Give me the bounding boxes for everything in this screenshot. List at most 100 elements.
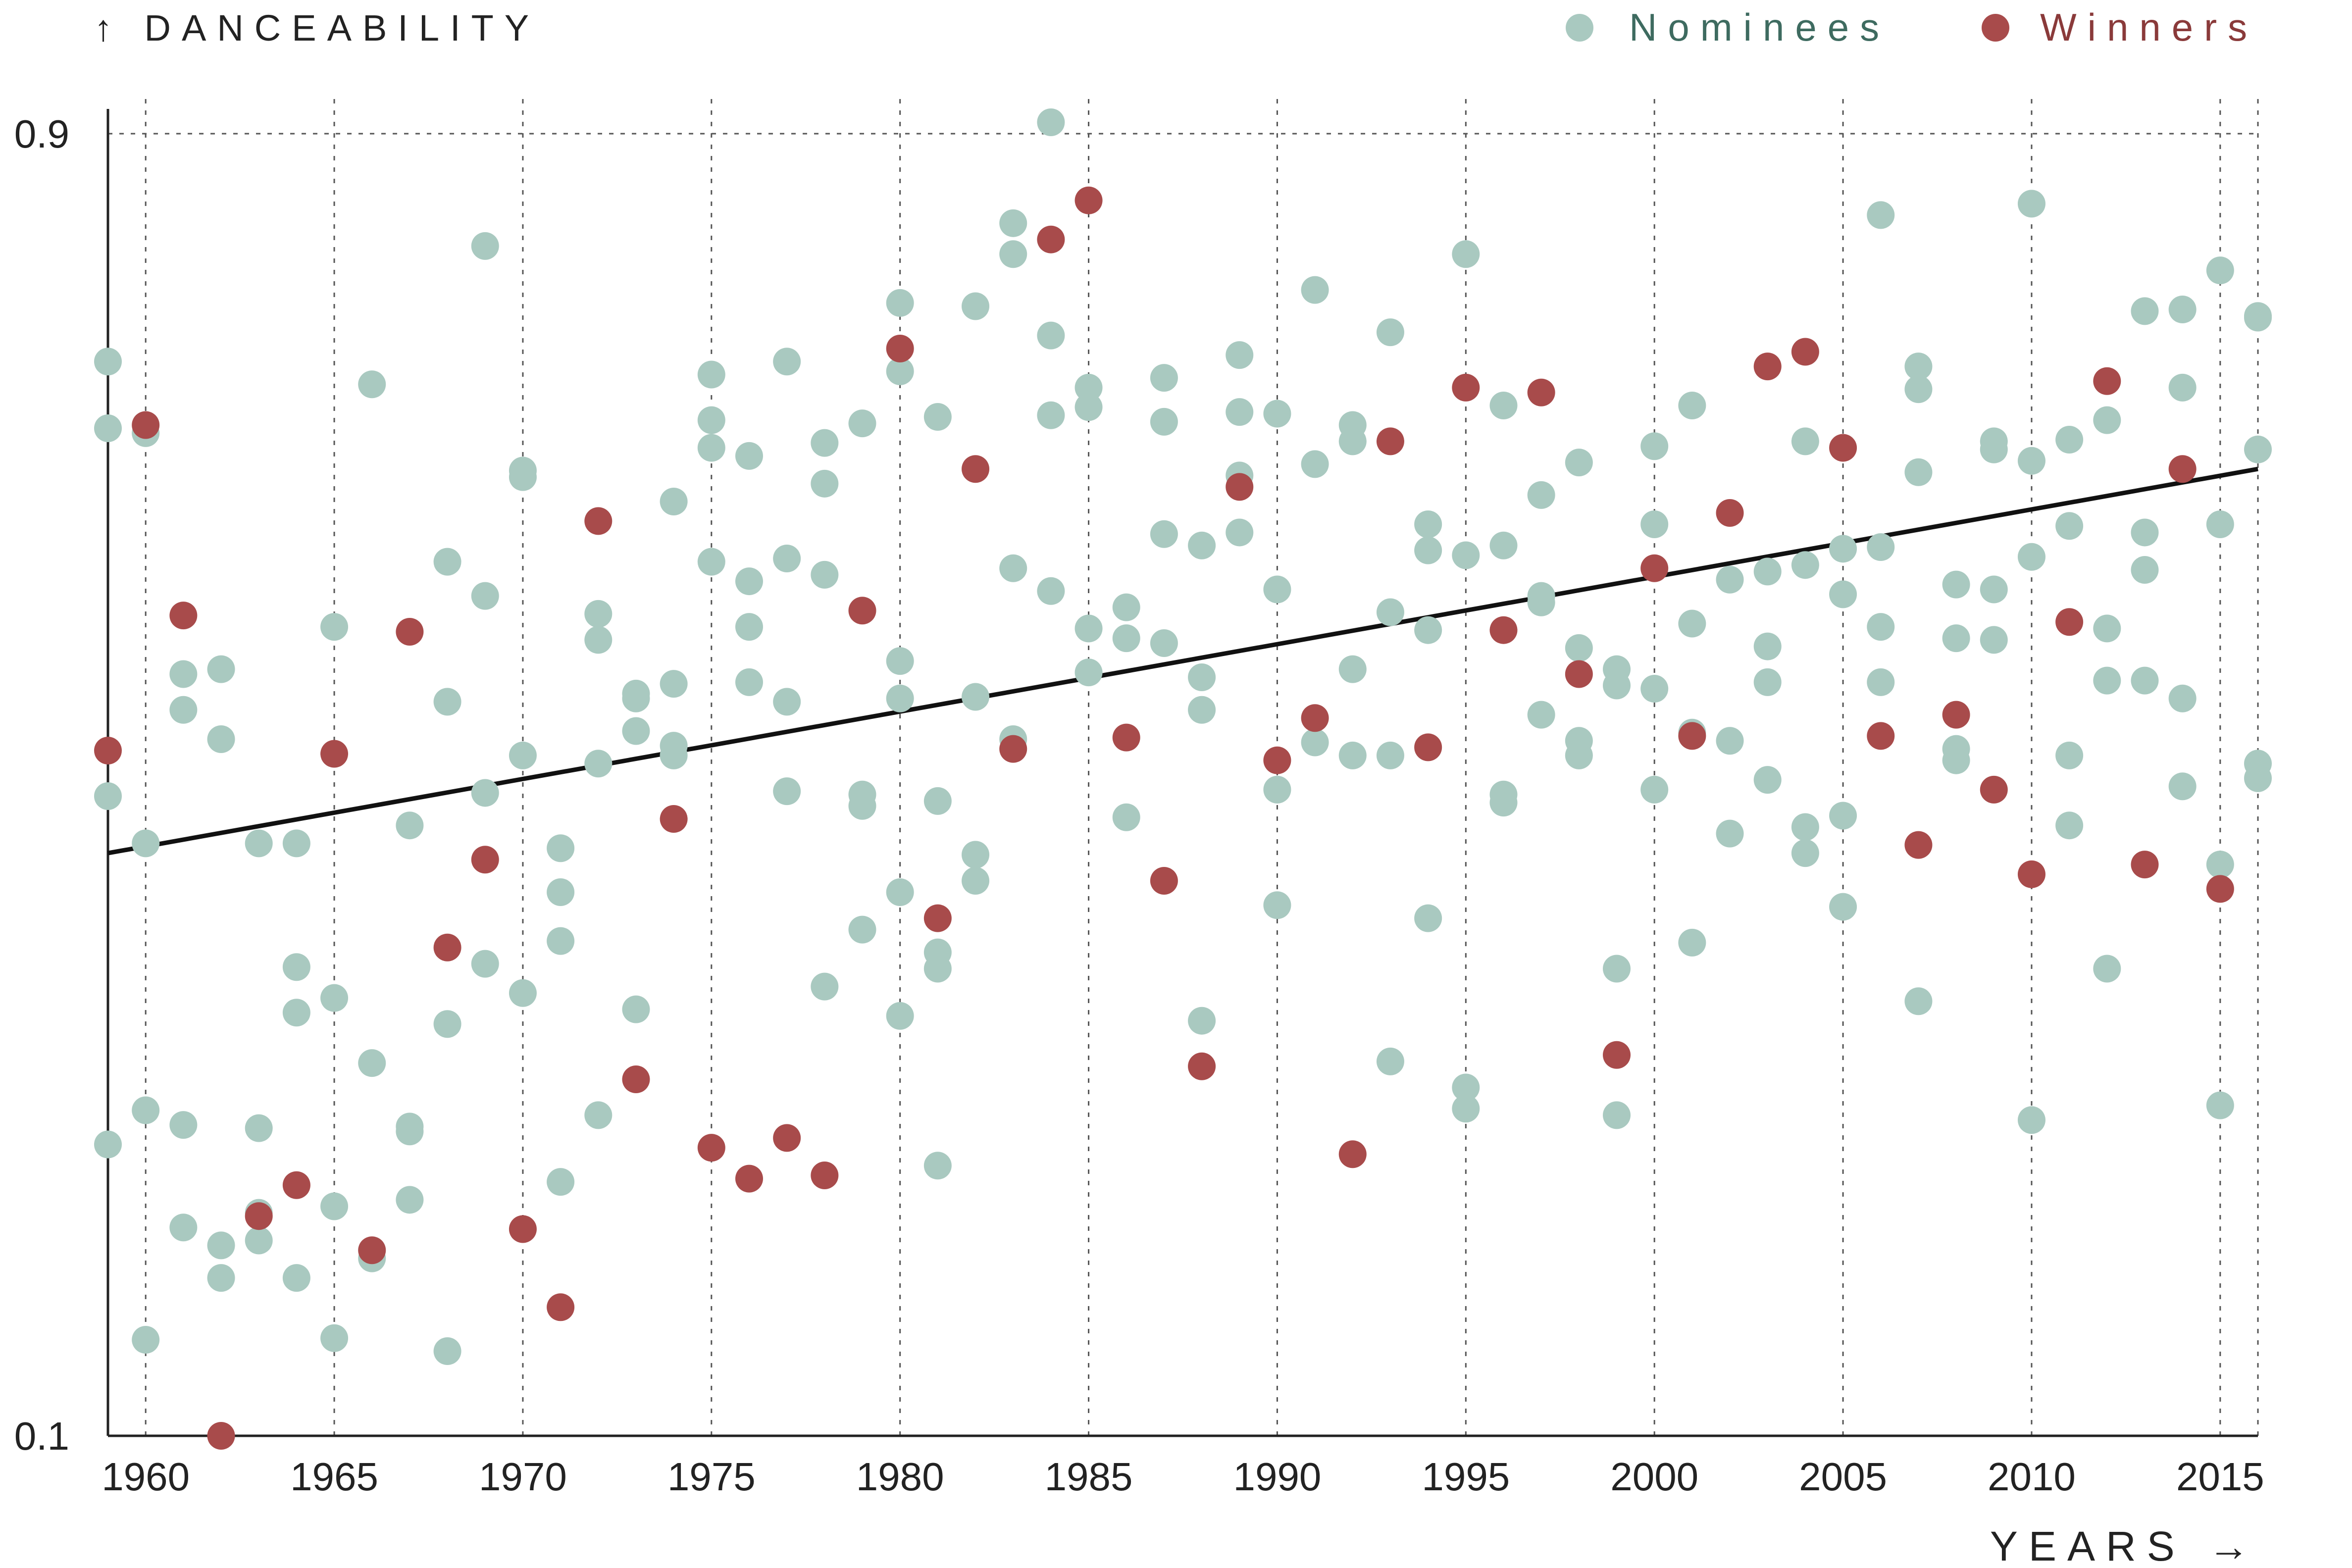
nominee-point	[1376, 741, 1404, 769]
nominee-point	[1338, 655, 1367, 683]
nominee-point	[962, 292, 990, 320]
winner-point	[1980, 775, 2008, 804]
x-tick-label-2005: 2005	[1799, 1455, 1887, 1499]
tick-labels: 1960 1965 1970 1975 1980 1985 1990 1995 2000 2005…	[14, 112, 2264, 1499]
nominee-point	[1037, 577, 1065, 605]
x-tick-label-1960: 1960	[102, 1455, 190, 1499]
nominee-point	[396, 811, 424, 840]
nominee-point	[1188, 1007, 1216, 1035]
nominee-point	[1678, 392, 1706, 420]
nominee-point	[2244, 303, 2272, 332]
nominee-point	[1112, 803, 1140, 831]
nominee-point	[962, 683, 990, 711]
nominee-point	[1263, 575, 1291, 604]
nominee-point	[471, 232, 499, 260]
winner-point	[1414, 733, 1442, 761]
nominee-point	[396, 1186, 424, 1214]
nominee-point	[358, 370, 386, 399]
nominee-point	[1640, 675, 1669, 703]
nominee-point	[433, 1010, 461, 1038]
nominee-point	[811, 972, 839, 1001]
winner-point	[1904, 831, 1933, 859]
nominee-point	[1338, 741, 1367, 769]
winner-point	[1489, 616, 1518, 644]
nominee-point	[1489, 392, 1518, 420]
winner-point	[1565, 660, 1593, 688]
nominee-point	[1942, 624, 1970, 653]
nominee-point	[2055, 512, 2084, 540]
winner-point	[1112, 723, 1140, 752]
nominee-point	[1791, 551, 1819, 579]
nominee-point	[1074, 614, 1103, 643]
winner-point	[1338, 1140, 1367, 1168]
x-tick-label-1985: 1985	[1045, 1455, 1133, 1499]
winner-point	[584, 507, 613, 535]
nominee-point	[169, 1214, 198, 1242]
x-axis-title: YEARS →	[1990, 1523, 2260, 1568]
nominee-point	[245, 1226, 273, 1255]
winner-point	[1037, 225, 1065, 253]
winner-point	[773, 1124, 801, 1152]
nominee-point	[584, 750, 613, 778]
nominee-point	[207, 1231, 235, 1260]
nominee-point	[2093, 406, 2121, 434]
nominee-point	[1527, 701, 1555, 729]
winner-point	[245, 1202, 273, 1230]
nominee-point	[132, 829, 160, 858]
nominee-point	[245, 829, 273, 858]
winner-point	[1527, 378, 1555, 406]
nominee-point	[2017, 1106, 2045, 1134]
nominee-point	[1414, 904, 1442, 932]
winner-point	[660, 805, 688, 833]
winner-point	[1301, 704, 1329, 732]
nominee-point	[886, 878, 914, 906]
nominee-point	[811, 560, 839, 589]
nominee-point	[547, 834, 575, 862]
nominee-point	[1037, 401, 1065, 429]
winner-point	[1640, 554, 1669, 582]
nominee-point	[1226, 341, 1254, 369]
nominee-point	[1037, 108, 1065, 136]
legend-marker-nominees	[1566, 14, 1593, 42]
nominee-point	[999, 240, 1027, 268]
axes	[106, 109, 2258, 1437]
nominee-point	[2168, 772, 2197, 801]
nominee-point	[1565, 741, 1593, 769]
winner-point	[1226, 473, 1254, 501]
nominee-point	[1565, 634, 1593, 662]
nominee-point	[622, 995, 650, 1023]
nominee-point	[773, 777, 801, 806]
nominee-point	[999, 209, 1027, 237]
nominee-point	[1376, 1047, 1404, 1075]
winner-point	[2093, 367, 2121, 395]
nominee-point	[547, 878, 575, 906]
nominee-point	[94, 782, 122, 810]
nominee-point	[1074, 393, 1103, 421]
nominee-point	[923, 1152, 952, 1180]
winner-point	[169, 602, 198, 630]
winner-point	[94, 736, 122, 764]
winner-point	[1753, 353, 1782, 381]
nominee-point	[282, 999, 310, 1027]
nominee-point	[923, 955, 952, 983]
nominee-point	[1226, 518, 1254, 547]
nominee-point	[2093, 666, 2121, 695]
nominee-point	[886, 684, 914, 712]
nominee-point	[282, 829, 310, 858]
nominee-point	[1716, 819, 1744, 848]
nominee-point	[584, 600, 613, 628]
winner-point	[1452, 373, 1480, 402]
nominee-point	[547, 1168, 575, 1196]
nominee-point	[509, 463, 537, 491]
legend-label-winners: Winners	[2040, 5, 2258, 49]
nominee-point	[320, 1192, 349, 1220]
nominee-point	[1301, 276, 1329, 304]
winner-point	[358, 1236, 386, 1265]
nominee-point	[1603, 955, 1631, 983]
nominee-point	[1301, 450, 1329, 478]
nominee-point	[1150, 407, 1178, 436]
nominee-point	[2055, 811, 2084, 840]
x-tick-label-1980: 1980	[856, 1455, 944, 1499]
nominee-point	[2017, 190, 2045, 218]
